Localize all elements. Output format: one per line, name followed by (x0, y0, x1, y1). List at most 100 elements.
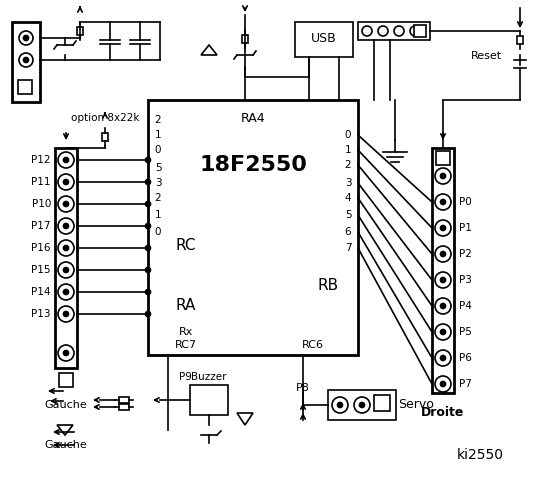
Circle shape (441, 277, 446, 283)
Bar (55, 148, 77, 368)
Text: option 8x22k: option 8x22k (71, 113, 139, 123)
Circle shape (435, 376, 451, 392)
Circle shape (145, 202, 150, 206)
Circle shape (58, 240, 74, 256)
Text: P9: P9 (179, 372, 191, 382)
Bar (436, 151, 450, 165)
Bar (242, 35, 248, 43)
Circle shape (145, 224, 150, 228)
Circle shape (435, 298, 451, 314)
Circle shape (19, 53, 33, 67)
Circle shape (64, 180, 69, 184)
Circle shape (435, 168, 451, 184)
Text: P17: P17 (32, 221, 51, 231)
Text: RB: RB (317, 277, 338, 292)
Text: P16: P16 (32, 243, 51, 253)
Circle shape (378, 26, 388, 36)
Bar (295, 22, 353, 57)
Bar (190, 385, 228, 415)
Circle shape (435, 350, 451, 366)
Text: P1: P1 (459, 223, 472, 233)
Circle shape (64, 267, 69, 273)
Text: 0: 0 (155, 145, 161, 155)
Circle shape (441, 329, 446, 335)
Circle shape (145, 245, 150, 251)
Text: RC7: RC7 (175, 340, 197, 350)
Circle shape (58, 196, 74, 212)
Text: ki2550: ki2550 (456, 448, 503, 462)
Circle shape (145, 312, 150, 316)
Text: P8: P8 (296, 383, 310, 393)
Circle shape (337, 403, 342, 408)
Text: P13: P13 (32, 309, 51, 319)
Circle shape (441, 173, 446, 179)
Bar (77, 27, 83, 35)
Bar (414, 25, 426, 37)
Circle shape (441, 200, 446, 204)
Circle shape (441, 252, 446, 256)
Text: P3: P3 (459, 275, 472, 285)
Text: Servo: Servo (398, 398, 434, 411)
Circle shape (435, 220, 451, 236)
Text: USB: USB (311, 33, 337, 46)
Text: P7: P7 (459, 379, 472, 389)
Text: 7: 7 (345, 243, 351, 253)
Bar (148, 100, 358, 355)
Text: 5: 5 (345, 210, 351, 220)
Bar (358, 22, 430, 40)
Bar (119, 397, 129, 403)
Circle shape (58, 284, 74, 300)
Circle shape (359, 403, 364, 408)
Text: 2: 2 (155, 193, 161, 203)
Circle shape (23, 58, 29, 62)
Circle shape (441, 303, 446, 309)
Circle shape (64, 245, 69, 251)
Text: P0: P0 (459, 197, 472, 207)
Text: P11: P11 (32, 177, 51, 187)
Text: 2: 2 (345, 160, 351, 170)
Bar (12, 22, 40, 102)
Circle shape (64, 350, 69, 356)
Circle shape (435, 194, 451, 210)
Circle shape (441, 382, 446, 386)
Text: 2: 2 (155, 115, 161, 125)
Text: 3: 3 (155, 178, 161, 188)
Bar (102, 133, 108, 141)
Circle shape (64, 224, 69, 228)
Circle shape (362, 26, 372, 36)
Circle shape (145, 289, 150, 295)
Circle shape (354, 397, 370, 413)
Text: Rx: Rx (179, 327, 193, 337)
Text: RA: RA (176, 298, 196, 312)
Circle shape (435, 272, 451, 288)
Circle shape (23, 36, 29, 40)
Bar (432, 148, 454, 393)
Circle shape (441, 226, 446, 230)
Bar (328, 390, 396, 420)
Text: P6: P6 (459, 353, 472, 363)
Circle shape (58, 218, 74, 234)
Circle shape (332, 397, 348, 413)
Circle shape (145, 267, 150, 273)
Circle shape (58, 306, 74, 322)
Text: 4: 4 (345, 193, 351, 203)
Text: Buzzer: Buzzer (191, 372, 227, 382)
Bar (18, 80, 32, 94)
Text: RC6: RC6 (302, 340, 324, 350)
Circle shape (145, 157, 150, 163)
Text: RA4: RA4 (241, 111, 265, 124)
Text: RC: RC (176, 238, 196, 252)
Circle shape (435, 324, 451, 340)
Text: Gauche: Gauche (45, 440, 87, 450)
Circle shape (64, 289, 69, 295)
Circle shape (394, 26, 404, 36)
Text: P10: P10 (32, 199, 51, 209)
Text: 0: 0 (345, 130, 351, 140)
Circle shape (58, 152, 74, 168)
Circle shape (58, 262, 74, 278)
Text: 1: 1 (155, 130, 161, 140)
Circle shape (435, 246, 451, 262)
Circle shape (441, 356, 446, 360)
Circle shape (64, 202, 69, 206)
Bar (59, 373, 73, 387)
